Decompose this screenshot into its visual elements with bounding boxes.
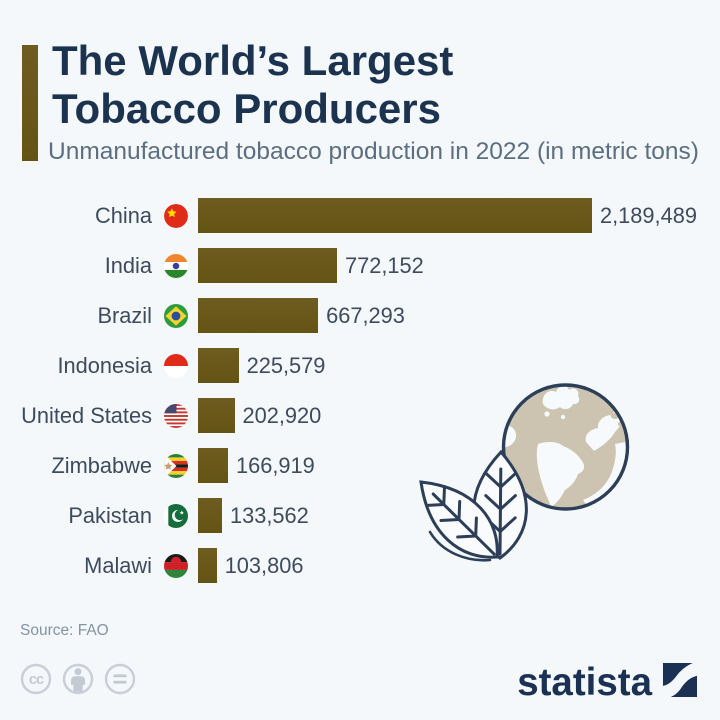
svg-text:cc: cc — [29, 672, 44, 688]
